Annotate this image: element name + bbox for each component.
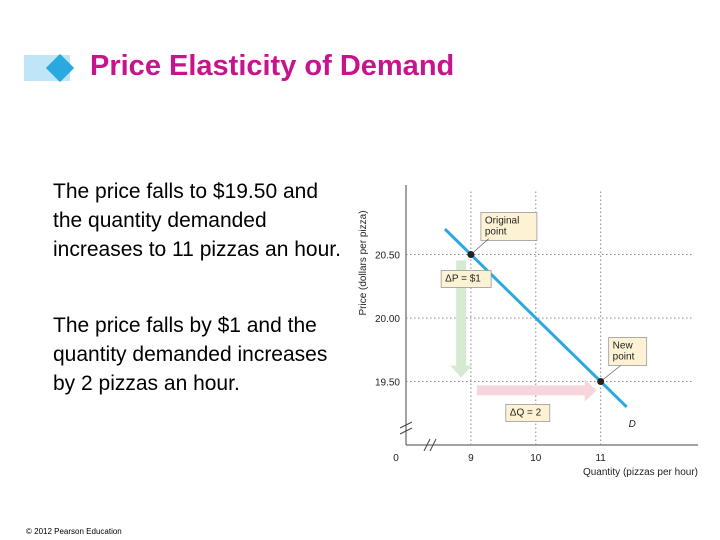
copyright-footer: © 2012 Pearson Education: [26, 527, 122, 536]
delta-q-arrow-head: [584, 379, 597, 402]
original-point-label-text: Original: [485, 216, 519, 227]
y-axis-title: Price (dollars per pizza): [358, 210, 369, 315]
delta-p-label: ΔP = $1: [440, 270, 492, 288]
y-tick-label: 20.00: [375, 314, 400, 325]
x-axis-title: Quantity (pizzas per hour): [583, 467, 698, 478]
demand-curve-line: [443, 228, 628, 408]
x-axis-break-mark: [423, 438, 431, 452]
delta-q-label-text: ΔQ = 2: [510, 407, 542, 418]
new-point-label-text: point: [613, 352, 635, 363]
delta-p-label-box: [440, 270, 492, 288]
x-axis-break-mark: [429, 438, 437, 452]
new-point-label-text: New: [613, 341, 634, 352]
original-point-label-box: [480, 212, 538, 241]
data-point: [597, 378, 605, 385]
slide-title: Price Elasticity of Demand: [90, 50, 455, 82]
demand-chart: 19.50 20.00 20.50 9 10 11 0 Quantity (pizzas pe…: [358, 185, 698, 478]
y-axis-break-mark: [399, 421, 413, 429]
y-tick-label: 19.50: [375, 378, 400, 389]
delta-p-arrow-shaft: [456, 260, 467, 368]
delta-q-label-box: [505, 403, 551, 422]
title-decoration: [24, 52, 75, 84]
x-tick-label: 11: [595, 453, 606, 464]
original-point-label-text: point: [485, 227, 507, 238]
delta-p-label-text: ΔP = $1: [445, 274, 481, 285]
demand-curve-label: D: [629, 419, 636, 430]
origin-label: 0: [393, 453, 399, 464]
data-point: [467, 251, 475, 258]
new-point-label-box: [608, 337, 648, 366]
paragraph-price-falls: The price falls to $19.50 and the quanti…: [53, 180, 341, 261]
y-axis-break-mark: [399, 427, 413, 435]
delta-p-arrow-head: [450, 365, 473, 378]
paragraph-price-change: The price falls by $1 and the quantity d…: [53, 314, 328, 395]
x-tick-label: 9: [468, 453, 474, 464]
new-point-leader: [600, 365, 621, 382]
y-tick-label: 20.50: [375, 251, 400, 262]
delta-q-label: ΔQ = 2: [505, 403, 551, 422]
x-tick-label: 10: [530, 453, 542, 464]
delta-q-arrow-shaft: [476, 385, 587, 396]
original-point-leader: [470, 238, 490, 255]
